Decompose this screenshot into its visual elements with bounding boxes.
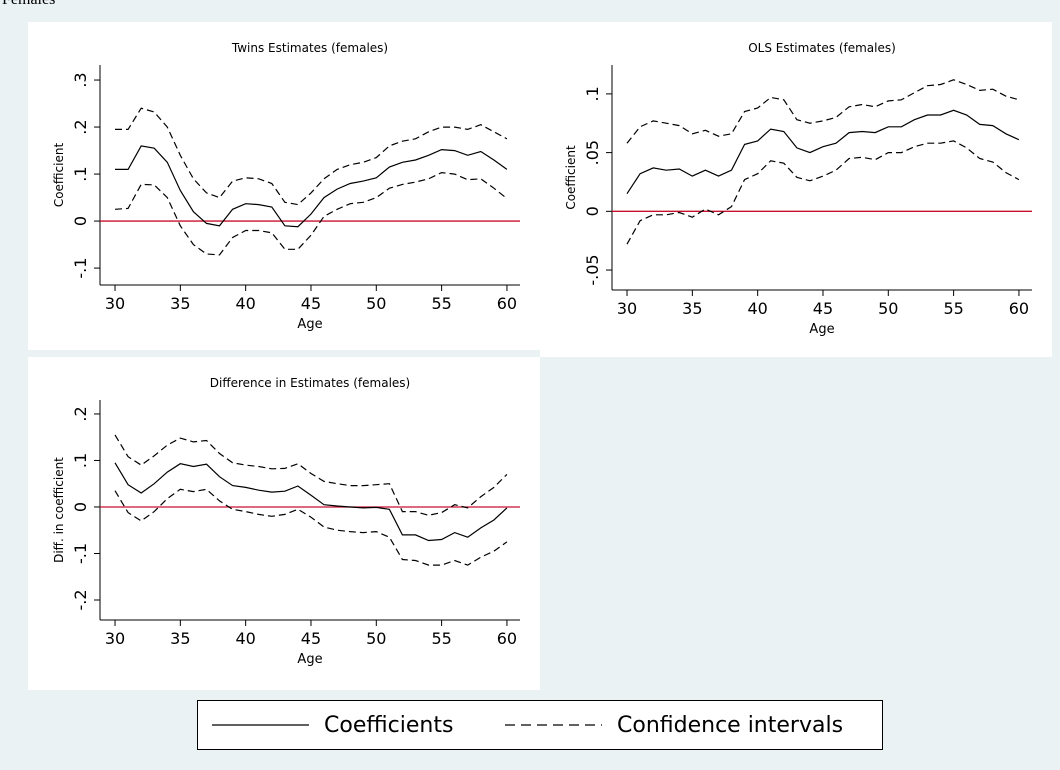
x-tick-label: 30 <box>105 629 125 648</box>
y-tick-label: .1 <box>583 86 602 101</box>
y-tick-label: .1 <box>71 453 90 468</box>
y-tick-label: -.05 <box>583 254 602 285</box>
x-tick-label: 30 <box>617 299 637 318</box>
y-axis-label: Coefficient <box>52 143 66 208</box>
y-tick-label: 0 <box>71 216 90 226</box>
y-axis-label: Coefficient <box>564 145 578 210</box>
series-line <box>115 145 508 228</box>
x-tick-label: 35 <box>682 299 702 318</box>
x-axis-label: Age <box>297 317 322 332</box>
chart-title: Difference in Estimates (females) <box>210 376 410 390</box>
x-tick-label: 35 <box>170 629 190 648</box>
panel <box>540 22 1052 357</box>
series-line <box>626 109 1020 195</box>
x-tick-label: 55 <box>943 299 963 318</box>
legend-label: Coefficients <box>324 713 453 738</box>
series-line <box>115 107 508 206</box>
x-tick-label: 35 <box>170 294 190 313</box>
series-line <box>114 462 508 542</box>
y-tick-label: .3 <box>71 72 90 87</box>
y-tick-label: -.1 <box>71 543 90 564</box>
y-tick-label: .05 <box>583 140 602 165</box>
legend-box <box>197 700 883 750</box>
page-title: Females <box>2 0 55 8</box>
x-tick-label: 45 <box>301 629 321 648</box>
x-tick-label: 60 <box>497 629 517 648</box>
chart-title: Twins Estimates (females) <box>231 41 388 55</box>
x-tick-label: 60 <box>497 294 517 313</box>
x-tick-label: 40 <box>235 629 255 648</box>
x-tick-label: 30 <box>105 294 125 313</box>
series-line <box>114 488 508 566</box>
series-line <box>114 171 508 256</box>
panel <box>28 357 540 690</box>
x-tick-label: 40 <box>235 294 255 313</box>
series-line <box>626 140 1020 245</box>
x-axis-label: Age <box>809 322 834 337</box>
x-tick-label: 50 <box>366 629 386 648</box>
y-tick-label: 0 <box>71 502 90 512</box>
x-tick-label: 45 <box>301 294 321 313</box>
y-axis-label: Diff. in coefficient <box>52 457 66 563</box>
x-tick-label: 45 <box>813 299 833 318</box>
chart-title: OLS Estimates (females) <box>748 41 896 55</box>
y-tick-label: .2 <box>71 119 90 134</box>
y-tick-label: -.1 <box>71 258 90 279</box>
x-tick-label: 60 <box>1009 299 1029 318</box>
x-tick-label: 55 <box>431 629 451 648</box>
y-tick-label: .1 <box>71 166 90 181</box>
y-tick-label: .2 <box>71 406 90 421</box>
x-axis-label: Age <box>297 652 322 667</box>
legend-label: Confidence intervals <box>617 713 843 738</box>
x-tick-label: 50 <box>366 294 386 313</box>
y-tick-label: -.2 <box>71 589 90 610</box>
panel <box>28 22 540 350</box>
x-tick-label: 50 <box>878 299 898 318</box>
series-line <box>626 79 1020 144</box>
y-tick-label: 0 <box>583 206 602 216</box>
series-line <box>114 434 508 516</box>
x-tick-label: 40 <box>747 299 767 318</box>
x-tick-label: 55 <box>431 294 451 313</box>
